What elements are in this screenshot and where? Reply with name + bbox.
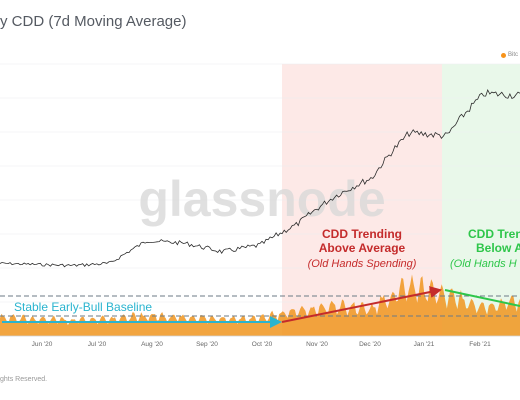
green-annotation-line1: CDD Tren xyxy=(468,227,520,241)
red-annotation-line3: (Old Hands Spending) xyxy=(308,258,417,270)
price-line xyxy=(0,88,520,268)
red-trend-arrow xyxy=(281,286,442,323)
x-tick-label: Oct '20 xyxy=(252,341,273,348)
cdd-area xyxy=(0,274,520,336)
x-tick-label: Nov '20 xyxy=(306,341,328,348)
red-annotation-line2: Above Average xyxy=(319,241,406,255)
x-tick-label: Jan '21 xyxy=(414,341,435,348)
x-tick-label: Jun '20 xyxy=(32,341,53,348)
red-annotation-line1: CDD Trending xyxy=(322,227,402,241)
green-annotation-line2: Below Av xyxy=(476,241,520,255)
chart-area: glassnode Stable Early-Bull Baseline CDD… xyxy=(0,63,520,348)
legend-label: Bitc xyxy=(507,52,518,58)
grid-lines xyxy=(0,63,520,303)
x-tick-label: Jul '20 xyxy=(88,341,107,348)
x-tick-labels: Jun '20 Jul '20 Aug '20 Sep '20 Oct '20 Nov '… xyxy=(32,341,492,348)
x-tick-label: Sep '20 xyxy=(196,341,218,348)
legend-swatch xyxy=(500,52,506,58)
chart-title: y CDD (7d Moving Average) xyxy=(0,13,187,30)
x-tick-label: Feb '21 xyxy=(469,341,491,348)
green-annotation-line3: (Old Hands H xyxy=(450,258,517,270)
x-tick-label: Dec '20 xyxy=(359,341,381,348)
x-tick-label: Aug '20 xyxy=(141,341,163,348)
legend[interactable]: Bitc xyxy=(500,52,518,58)
baseline-label: Stable Early-Bull Baseline xyxy=(14,300,152,314)
green-trend-arrow xyxy=(444,289,520,307)
copyright-footer: ghts Reserved. xyxy=(0,376,48,383)
watermark: glassnode xyxy=(138,171,385,227)
